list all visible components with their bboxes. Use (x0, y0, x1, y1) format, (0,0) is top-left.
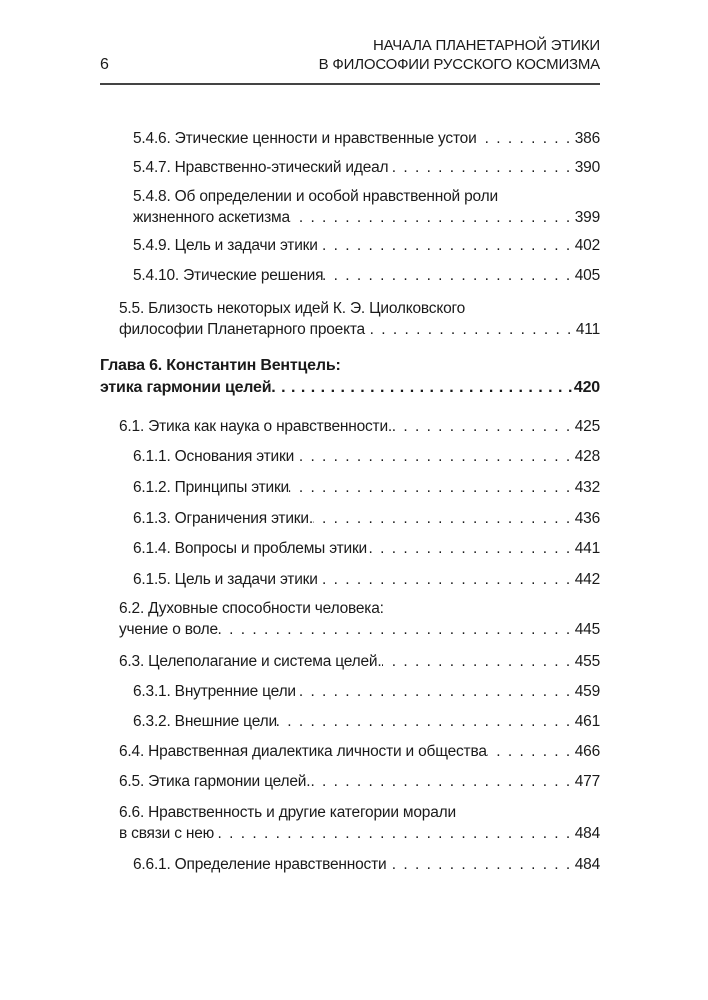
toc-entry-page: 484 (574, 825, 600, 842)
toc-entry-page: 461 (574, 713, 600, 730)
toc-entry[interactable]: 6.3.1. Внутренние цели 459 (133, 681, 600, 702)
toc-entry-title: 6.1.5. Цель и задачи этики (133, 571, 318, 588)
toc-entry-title: 6.6.1. Определение нравственности (133, 856, 387, 873)
toc-entry[interactable]: 5.4.7. Нравственно-этический идеал 390 (133, 157, 600, 178)
toc-entry-title: 6.1.2. Принципы этики (133, 479, 290, 496)
toc-entry-title-cont: жизненного аскетизма (133, 209, 290, 226)
running-header: НАЧАЛА ПЛАНЕТАРНОЙ ЭТИКИ В ФИЛОСОФИИ РУС… (318, 36, 601, 74)
toc-entry-page: 411 (575, 321, 600, 338)
toc-entry-page: 386 (574, 130, 600, 147)
toc-entry-title: 6.6. Нравственность и другие категории м… (119, 804, 456, 821)
dot-leader (218, 619, 575, 640)
dot-leader (277, 711, 575, 732)
toc-entry-title: 6.4. Нравственная диалектика личности и … (119, 743, 487, 760)
toc-entry[interactable]: 5.4.9. Цель и задачи этики 402 (133, 235, 600, 256)
toc-entry[interactable]: 6.6.1. Определение нравственности 484 (133, 854, 600, 875)
dot-leader (313, 508, 575, 529)
toc-entry-page: 432 (574, 479, 600, 496)
toc-entry-title: 6.2. Духовные способности человека: (119, 600, 384, 617)
running-header-line1: НАЧАЛА ПЛАНЕТАРНОЙ ЭТИКИ (372, 37, 600, 54)
toc-entry-title: 6.1. Этика как наука о нравственности. (119, 418, 393, 435)
dot-leader (318, 569, 575, 590)
toc-entry-page: 445 (574, 621, 600, 638)
toc-entry-page: 405 (574, 267, 600, 284)
toc-entry-page: 441 (574, 540, 600, 557)
toc-entry[interactable]: 5.4.8. Об определении и особой нравствен… (133, 186, 600, 228)
dot-leader (386, 854, 574, 875)
toc-entry-title-cont: этика гармонии целей (100, 379, 272, 396)
dot-leader (318, 235, 575, 256)
toc-entry-page: 436 (574, 510, 600, 527)
toc-entry[interactable]: 6.1.5. Цель и задачи этики 442 (133, 569, 600, 590)
dot-leader (310, 771, 574, 792)
toc-entry[interactable]: 6.1.4. Вопросы и проблемы этики 441 (133, 538, 600, 559)
toc-entry-page: 402 (574, 237, 600, 254)
toc-entry-title: 6.3. Целеполагание и система целей. (119, 653, 382, 670)
dot-leader (296, 681, 575, 702)
toc-entry[interactable]: 6.3. Целеполагание и система целей. 455 (119, 651, 600, 672)
dot-leader (477, 128, 575, 149)
toc-entry-title: 6.3.2. Внешние цели (133, 713, 277, 730)
dot-leader (290, 207, 575, 228)
toc-entry[interactable]: 6.1. Этика как наука о нравственности. 42… (119, 416, 600, 437)
toc-entry[interactable]: 6.2. Духовные способности человека: учени… (119, 598, 600, 640)
toc-entry[interactable]: 6.1.3. Ограничения этики. 436 (133, 508, 600, 529)
dot-leader (392, 416, 575, 437)
toc-entry-title: 6.1.1. Основания этики (133, 448, 295, 465)
toc-entry-page: 399 (574, 209, 600, 226)
dot-leader (289, 477, 575, 498)
toc-entry-title: 5.4.9. Цель и задачи этики (133, 237, 318, 254)
toc-entry-page: 459 (574, 683, 600, 700)
toc-entry[interactable]: 6.6. Нравственность и другие категории м… (119, 802, 600, 844)
toc-entry[interactable]: 6.4. Нравственная диалектика личности и … (119, 741, 600, 762)
toc-entry-title: 5.4.10. Этические решения (133, 267, 324, 284)
toc-entry-title-cont: учение о воле (119, 621, 218, 638)
toc-entry-page: 390 (574, 159, 600, 176)
toc-entry-page: 442 (574, 571, 600, 588)
toc-entry-title: 5.4.6. Этические ценности и нравственные… (133, 130, 477, 147)
toc-entry[interactable]: 6.1.2. Принципы этики 432 (133, 477, 600, 498)
page-number: 6 (100, 56, 109, 73)
toc-entry-title: 6.5. Этика гармонии целей. (119, 773, 311, 790)
toc-entry-page: 455 (574, 653, 600, 670)
toc-entry[interactable]: 5.5. Близость некоторых идей К. Э. Циолк… (119, 298, 600, 340)
toc-entry[interactable]: 5.4.10. Этические решения 405 (133, 265, 600, 286)
toc-entry[interactable]: Глава 6. Константин Вентцель: этика гармо… (100, 355, 600, 399)
dot-leader (323, 265, 574, 286)
dot-leader (214, 823, 575, 844)
toc-entry-title-cont: в связи с нею (119, 825, 215, 842)
header-rule (100, 83, 600, 85)
toc-entry-title: 5.4.7. Нравственно-этический идеал (133, 159, 389, 176)
toc-entry-page: 484 (574, 856, 600, 873)
dot-leader (294, 446, 575, 467)
toc-entry[interactable]: 5.4.6. Этические ценности и нравственные… (133, 128, 600, 149)
toc-entry-title: 5.5. Близость некоторых идей К. Э. Циолк… (119, 300, 466, 317)
toc-entry-title: 5.4.8. Об определении и особой нравствен… (133, 188, 498, 205)
dot-leader (388, 157, 574, 178)
toc-entry[interactable]: 6.1.1. Основания этики 428 (133, 446, 600, 467)
toc-entry-title: 6.1.3. Ограничения этики. (133, 510, 313, 527)
toc-entry-page: 466 (574, 743, 600, 760)
toc-entry-page: 428 (574, 448, 600, 465)
toc-entry-page: 477 (574, 773, 600, 790)
toc-entry[interactable]: 6.5. Этика гармонии целей. 477 (119, 771, 600, 792)
toc-entry-title: Глава 6. Константин Вентцель: (100, 357, 341, 374)
toc-entry-title: 6.1.4. Вопросы и проблемы этики (133, 540, 367, 557)
dot-leader (271, 377, 574, 399)
toc-entry[interactable]: 6.3.2. Внешние цели 461 (133, 711, 600, 732)
toc-entry-page: 420 (573, 379, 600, 396)
dot-leader (487, 741, 575, 762)
toc-entry-page: 425 (574, 418, 600, 435)
dot-leader (367, 538, 575, 559)
toc-entry-title: 6.3.1. Внутренние цели (133, 683, 296, 700)
dot-leader (365, 319, 576, 340)
toc-entry-title-cont: философии Планетарного проекта (119, 321, 365, 338)
dot-leader (382, 651, 575, 672)
running-header-line2: В ФИЛОСОФИИ РУССКОГО КОСМИЗМА (318, 56, 601, 73)
